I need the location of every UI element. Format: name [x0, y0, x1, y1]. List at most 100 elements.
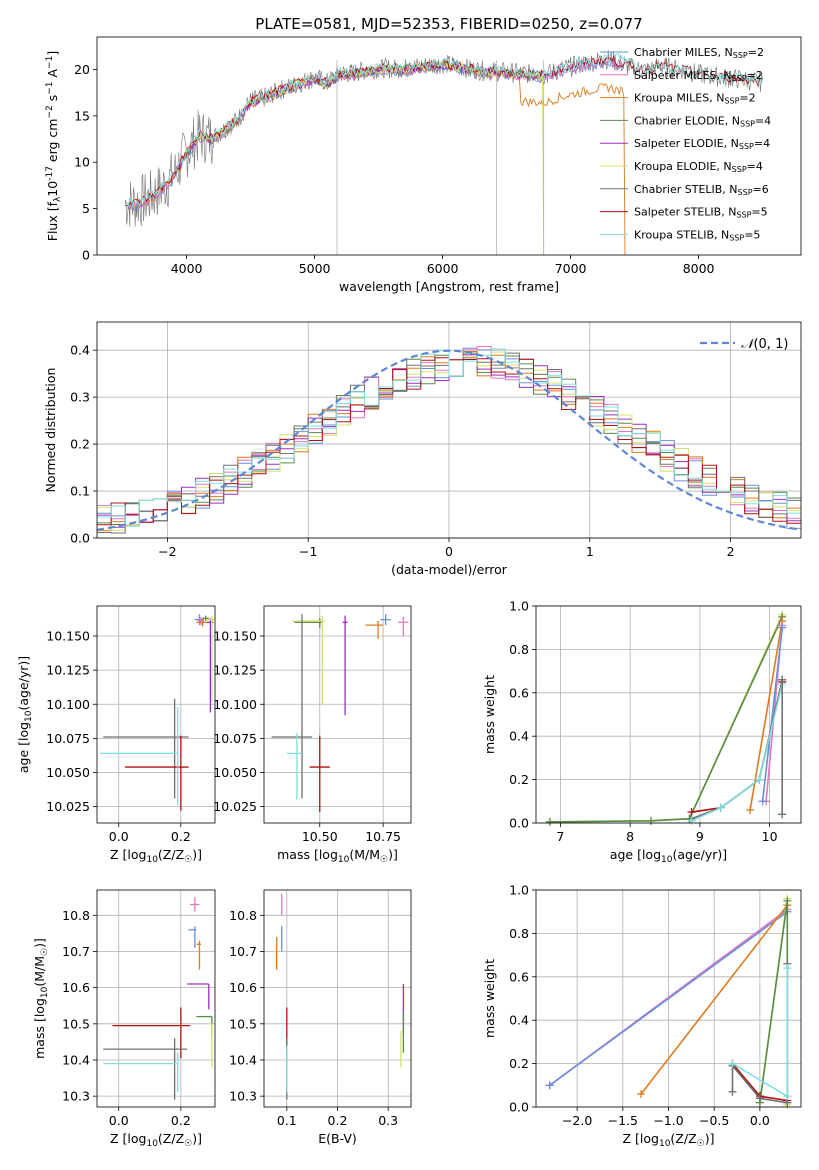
- y-tick-label: 0.1: [70, 484, 90, 499]
- spectrum-panel: 4000 5000 6000 7000 8000 0 5 10 15 20 wavelength […: [45, 36, 802, 294]
- weight-marker-kroupa_miles: [746, 805, 755, 814]
- y-tick-label: 10.4: [229, 1052, 257, 1067]
- y-axis-label: Normed distribution: [43, 368, 58, 493]
- y-tick-label: 0.6: [509, 969, 529, 984]
- weight-marker-chabrier_miles: [545, 1081, 554, 1090]
- plot-area: [545, 610, 787, 826]
- y-tick-label: 1.0: [509, 599, 529, 614]
- y-tick-label: 10.075: [213, 731, 257, 746]
- y-tick-label: 0.4: [70, 343, 90, 358]
- legend-label-kroupa_elodie: Kroupa ELODIE, NSSP=4: [634, 160, 763, 174]
- y-axis-label: mass [log10(M/M☉)]: [32, 938, 50, 1059]
- weight-line-kroupa_elodie: [549, 614, 783, 823]
- plot-area: [103, 897, 213, 1100]
- x-tick-label: 6000: [427, 261, 459, 276]
- x-tick-label: 10.50: [302, 829, 338, 844]
- y-tick-label: 0.2: [70, 437, 90, 452]
- weight-line-chabrier_miles: [761, 627, 783, 802]
- x-tick-label: 10.75: [365, 829, 401, 844]
- y-tick-label: 0.8: [509, 642, 529, 657]
- y-axis-label: Flux [fλ10-17 erg cm−2 s−1 A−1]: [45, 51, 63, 241]
- x-tick-label: 5000: [299, 261, 331, 276]
- x-tick-label: 7000: [555, 261, 587, 276]
- y-tick-label: 0: [82, 248, 90, 263]
- weight-line-kroupa_miles: [749, 621, 783, 811]
- y-axis-label: mass weight: [482, 959, 497, 1038]
- axes-frame: [535, 605, 802, 824]
- metallicity-age-panel: 0.0 0.2 10.025 10.050 10.075 10.100 10.125 10.1…: [16, 605, 216, 865]
- y-tick-label: 10.150: [46, 629, 90, 644]
- weight-line-kroupa_stelib: [691, 683, 783, 822]
- x-axis-label: Z [log10(Z/Z☉)]: [110, 847, 202, 865]
- x-tick-label: 0.2: [328, 1113, 348, 1128]
- axes-frame: [535, 889, 802, 1108]
- y-tick-label: 10.075: [46, 731, 90, 746]
- legend-label-kroupa_miles: Kroupa MILES, NSSP=2: [634, 92, 756, 106]
- legend-label-salpeter_miles: Salpeter MILES, NSSP=2: [634, 69, 763, 83]
- residuals-panel: −2 −1 0 1 2 0.0 0.1 0.2 0.3 0.4 (data-model)/error…: [43, 321, 802, 577]
- legend-label-gaussian: 𝒩(0, 1): [741, 337, 788, 352]
- mass-age-panel: 10.50 10.75 10.025 10.050 10.075 10.100 10.125…: [213, 605, 412, 865]
- weight-marker-chabrier_elodie: [783, 896, 792, 905]
- weight-marker-kroupa_stelib: [716, 803, 725, 812]
- y-tick-label: 10.150: [213, 629, 257, 644]
- y-tick-label: 10: [74, 155, 90, 170]
- weight-marker-chabrier_stelib: [755, 1094, 764, 1103]
- plot-area: [100, 614, 215, 811]
- x-tick-label: 0.0: [750, 1113, 770, 1128]
- y-tick-label: 0.8: [509, 926, 529, 941]
- spectrum-line-chabrier_stelib: [124, 50, 763, 227]
- x-tick-label: −1: [299, 544, 317, 559]
- x-tick-label: 4000: [171, 261, 203, 276]
- axes-frame: [263, 605, 412, 824]
- x-tick-label: −1.0: [653, 1113, 683, 1128]
- y-tick-label: 10.7: [229, 944, 257, 959]
- y-tick-label: 0.4: [509, 729, 529, 744]
- weight-marker-kroupa_stelib: [687, 816, 696, 825]
- metallicity-mass-panel: 0.0 0.2 10.3 10.4 10.5 10.6 10.7 10.8 Z [log10(Z…: [32, 889, 216, 1149]
- weight-marker-kroupa_stelib: [728, 1059, 737, 1068]
- x-tick-label: 0.2: [171, 1113, 191, 1128]
- spectrum-line-salpeter_elodie: [173, 59, 543, 180]
- x-axis-label: (data-model)/error: [391, 562, 508, 577]
- x-tick-label: 10: [762, 829, 778, 844]
- y-axis-label: mass weight: [482, 675, 497, 754]
- x-axis-label: Z [log10(Z/Z☉)]: [623, 1131, 715, 1149]
- axes-frame: [96, 36, 802, 256]
- weight-marker-chabrier_elodie: [545, 817, 554, 826]
- x-axis-label: wavelength [Angstrom, rest frame]: [339, 279, 559, 294]
- x-tick-label: −2: [158, 544, 176, 559]
- plot-area: [271, 614, 409, 813]
- y-tick-label: 10.4: [62, 1052, 90, 1067]
- weight-marker-chabrier_miles: [778, 623, 787, 632]
- weight-marker-chabrier_stelib: [778, 675, 787, 684]
- y-tick-label: 0.0: [509, 1100, 529, 1115]
- y-tick-label: 10.100: [213, 697, 257, 712]
- y-tick-label: 0.2: [509, 772, 529, 787]
- weight-marker-kroupa_miles: [637, 1089, 646, 1098]
- x-axis-label: age [log10(age/yr)]: [610, 847, 727, 865]
- weight-marker-kroupa_stelib: [755, 775, 764, 784]
- y-tick-label: 10.5: [229, 1016, 257, 1031]
- x-tick-label: 8: [626, 829, 634, 844]
- y-tick-label: 10.8: [62, 908, 90, 923]
- histogram-kroupa_stelib: [97, 348, 801, 527]
- plot-area: [124, 50, 764, 256]
- y-tick-label: 10.6: [62, 980, 90, 995]
- axes-frame: [96, 889, 216, 1108]
- spectrum-line-salpeter_stelib: [125, 54, 763, 208]
- y-tick-label: 10.6: [229, 980, 257, 995]
- age-weight-panel: 7 8 9 10 0.0 0.2 0.4 0.6 0.8 1.0 age [log10(age/yr…: [482, 599, 802, 865]
- histogram-salpeter_elodie: [97, 354, 801, 528]
- axes-frame: [263, 889, 412, 1108]
- x-tick-label: 0.0: [109, 1113, 129, 1128]
- weight-line-kroupa_miles: [640, 904, 788, 1095]
- y-tick-label: 5: [82, 201, 90, 216]
- weight-marker-chabrier_stelib: [778, 810, 787, 819]
- spectrum-line-kroupa_elodie: [173, 59, 545, 256]
- y-tick-label: 20: [74, 62, 90, 77]
- y-tick-label: 0.0: [70, 531, 90, 546]
- y-tick-label: 10.8: [229, 908, 257, 923]
- y-tick-label: 10.025: [213, 799, 257, 814]
